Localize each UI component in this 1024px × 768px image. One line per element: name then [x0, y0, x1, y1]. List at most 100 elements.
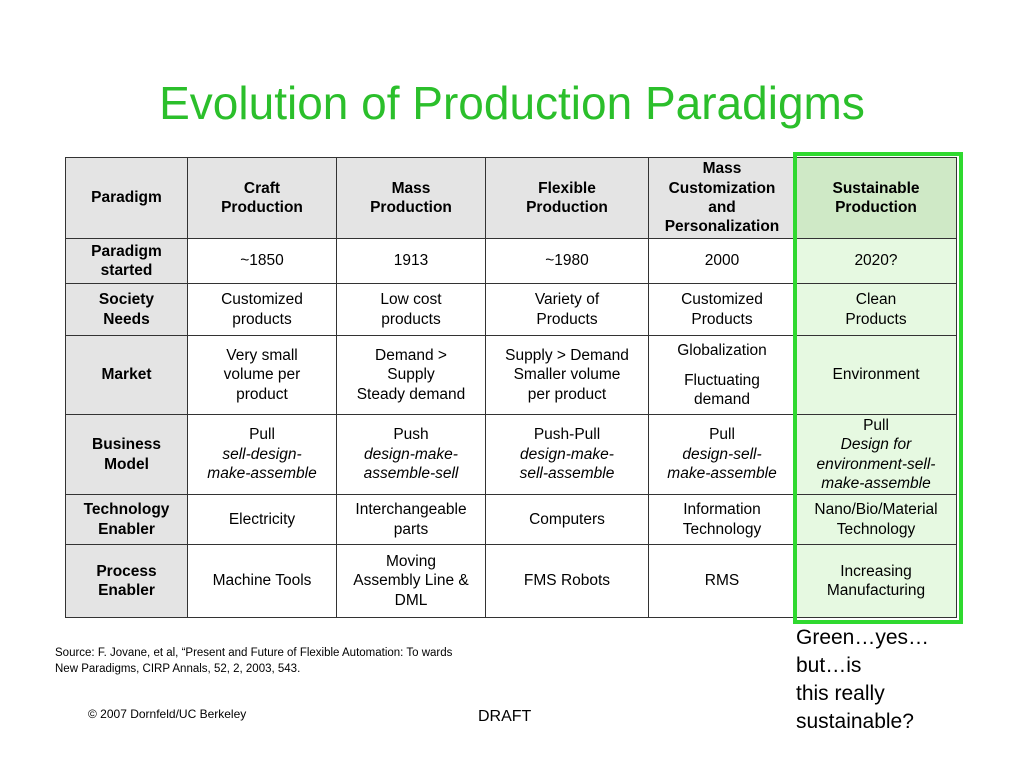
cell-line: design-make-: [520, 445, 614, 463]
cell-line: make-assemble: [667, 465, 777, 483]
table-cell: Increasing Manufacturing: [795, 544, 957, 618]
cell-line: Nano/Bio/Material: [814, 501, 938, 519]
row-header: Business Model: [65, 414, 188, 495]
row-header: Market: [65, 335, 188, 415]
table-cell: 1913: [336, 238, 486, 284]
cell-line: Production: [221, 199, 303, 216]
cell-line: design-sell-: [682, 445, 762, 463]
paradigm-table: Paradigm Craft Production Mass Production …: [65, 157, 957, 618]
cell-line: products: [381, 310, 441, 328]
slide-title: Evolution of Production Paradigms: [159, 77, 865, 129]
table-row: Business Model Pull sell-design-make-assemb…: [65, 414, 957, 495]
cell-line: Increasing: [840, 562, 912, 580]
cell-line: Paradigm: [91, 242, 162, 260]
cell-line: Mass: [702, 160, 742, 178]
cell-line: Push-Pull: [533, 426, 601, 444]
table-row: Process Enabler Machine Tools Moving Assembl…: [65, 544, 957, 618]
table-cell: Computers: [485, 494, 649, 545]
cell-line: volume per: [223, 366, 301, 384]
cell-line: Sustainable: [832, 179, 920, 197]
cell-line: Push: [393, 426, 429, 444]
cell-line: Supply: [387, 366, 435, 384]
column-header: Flexible Production: [485, 157, 649, 239]
cell-line: Globalization: [677, 341, 767, 359]
cell-line: FMS Robots: [523, 572, 611, 590]
cell-line: Process: [96, 562, 157, 580]
cell-line: Pull: [863, 416, 889, 434]
cell-line: 2000: [704, 252, 740, 270]
column-header: Mass Production: [336, 157, 486, 239]
cell-line: 1913: [393, 252, 429, 270]
cell-line: Very small: [226, 346, 298, 364]
cell-line: Mass: [391, 179, 431, 197]
cell-line: and: [708, 199, 736, 216]
table-cell: Interchangeable parts: [336, 494, 486, 545]
table-row: Market Very small volume per product Demand …: [65, 335, 957, 415]
cell-line: Demand >: [375, 346, 447, 364]
table-cell: Customized products: [187, 283, 337, 336]
row-header: Technology Enabler: [65, 494, 188, 545]
sustainability-note: Green…yes… but…is this really sustainabl…: [796, 624, 1021, 736]
table-row: Technology Enabler Electricity Interchangea…: [65, 494, 957, 545]
table-cell: Demand > Supply Steady demand: [336, 335, 486, 415]
table-cell: Variety of Products: [485, 283, 649, 336]
cell-line: sell-assemble: [519, 465, 615, 483]
table-header-row: Paradigm Craft Production Mass Production …: [65, 157, 957, 239]
row-header: Process Enabler: [65, 544, 188, 618]
table-cell: FMS Robots: [485, 544, 649, 618]
cell-line: Technology: [682, 520, 762, 538]
cell-line: Flexible: [538, 179, 596, 197]
cell-line: products: [232, 310, 292, 328]
cell-line: Production: [370, 199, 452, 216]
table-cell: 2020?: [795, 238, 957, 284]
cell-line: assemble-sell: [363, 465, 459, 483]
cell-line: Manufacturing: [826, 582, 926, 599]
cell-line: RMS: [704, 572, 740, 590]
cell-line: parts: [393, 520, 429, 538]
table-cell: Customized Products: [648, 283, 796, 336]
cell-line: Personalization: [664, 218, 780, 236]
table-cell: ~1850: [187, 238, 337, 284]
table-cell: Clean Products: [795, 283, 957, 336]
table-row: Society Needs Customized products Low cost pr…: [65, 283, 957, 336]
cell-line: make-assemble: [821, 474, 931, 492]
table-cell: Moving Assembly Line & DML: [336, 544, 486, 618]
cell-line: Environment: [832, 366, 920, 384]
cell-line: per product: [527, 385, 607, 403]
cell-line: make-assemble: [207, 465, 317, 483]
cell-line: Technology: [83, 501, 170, 519]
copyright-text: © 2007 Dornfeld/UC Berkeley: [88, 707, 247, 721]
cell-line: Business: [92, 436, 161, 454]
cell-line: Variety of: [534, 291, 600, 309]
cell-line: demand: [693, 391, 750, 409]
cell-line: Products: [845, 310, 907, 328]
cell-line: Craft: [243, 179, 281, 197]
cell-line: Machine Tools: [212, 572, 312, 590]
table-cell: Information Technology: [648, 494, 796, 545]
source-citation: Source: F. Jovane, et al, “Present and F…: [55, 647, 453, 676]
cell-line: Information: [683, 501, 761, 519]
cell-line: Market: [101, 366, 152, 384]
corner-cell: Paradigm: [65, 157, 188, 239]
cell-line: Smaller volume: [513, 366, 621, 384]
cell-line: Enabler: [98, 582, 155, 599]
cell-line: design-make-: [364, 445, 458, 463]
table-cell: Low cost products: [336, 283, 486, 336]
table-cell: Very small volume per product: [187, 335, 337, 415]
table-cell: Push-Pull design-make-sell-assemble: [485, 414, 649, 495]
cell-line: started: [100, 262, 153, 279]
cell-line: Design for: [840, 436, 912, 454]
note-line: Green…yes…: [796, 626, 930, 649]
cell-line: 2020?: [854, 252, 898, 270]
cell-line: product: [236, 385, 288, 403]
table-cell: 2000: [648, 238, 796, 284]
cell-line: ~1980: [545, 252, 589, 270]
table-cell: Environment: [795, 335, 957, 415]
table-cell: Nano/Bio/Material Technology: [795, 494, 957, 545]
cell-line: Low cost: [380, 291, 442, 309]
note-line: sustainable?: [796, 709, 914, 733]
cell-line: [652, 360, 792, 371]
table-cell: Pull Design for environment-sell-make-asse…: [795, 414, 957, 495]
cell-line: Computers: [529, 510, 605, 528]
table-cell: ~1980: [485, 238, 649, 284]
